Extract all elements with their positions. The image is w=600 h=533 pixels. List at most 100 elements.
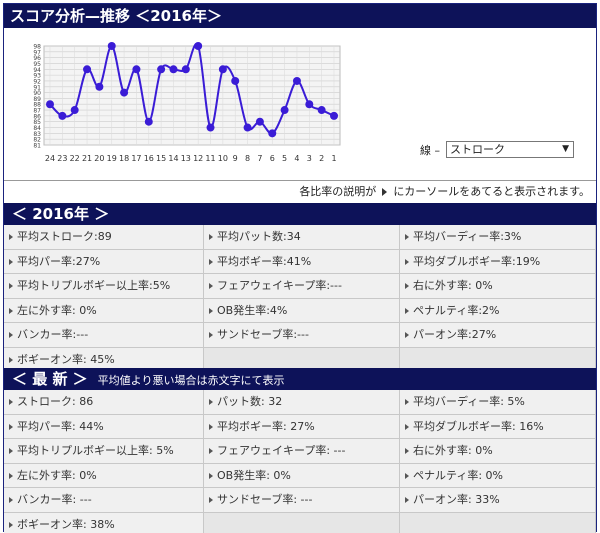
stat-cell: 平均ボギー率: 27% bbox=[204, 414, 400, 439]
data-point bbox=[292, 76, 301, 85]
empty-cell bbox=[204, 512, 400, 533]
info-triangle-icon[interactable] bbox=[9, 234, 13, 240]
stat-cell: ペナルティ率:2% bbox=[400, 298, 596, 323]
info-triangle-icon[interactable] bbox=[9, 283, 13, 289]
y-tick-label: 85 bbox=[33, 119, 41, 126]
stat-label: パーオン率: 33% bbox=[413, 493, 500, 506]
info-triangle-icon[interactable] bbox=[9, 356, 13, 363]
stat-cell: 平均バーディー率:3% bbox=[400, 225, 596, 250]
stat-cell: パーオン率: 33% bbox=[400, 488, 596, 513]
info-triangle-icon[interactable] bbox=[9, 399, 13, 405]
info-triangle-icon[interactable] bbox=[405, 307, 409, 314]
info-triangle-icon[interactable] bbox=[209, 472, 213, 479]
info-triangle-icon[interactable] bbox=[405, 283, 409, 289]
stat-label: 平均パー率: 44% bbox=[17, 419, 104, 433]
section-header-latest: ＜ 最 新 ＞ 平均値より悪い場合は赤文字にて表示 bbox=[4, 368, 596, 390]
stat-label: 左に外す率: 0% bbox=[17, 468, 97, 482]
stat-cell: ペナルティ率: 0% bbox=[400, 463, 596, 488]
info-triangle-icon[interactable] bbox=[209, 448, 213, 454]
info-triangle-icon[interactable] bbox=[209, 399, 213, 405]
section-header-year: ＜ 2016年 ＞ bbox=[4, 203, 596, 225]
stat-cell: サンドセーブ率:--- bbox=[204, 323, 400, 348]
stat-cell: フェアウェイキープ率: --- bbox=[204, 439, 400, 464]
stat-label: ボギーオン率: 38% bbox=[17, 517, 115, 531]
info-triangle-icon[interactable] bbox=[405, 448, 409, 454]
info-triangle-icon[interactable] bbox=[9, 521, 13, 528]
stat-cell: 平均ダブルボギー率:19% bbox=[400, 249, 596, 274]
data-point bbox=[280, 106, 289, 115]
x-tick-label: 16 bbox=[144, 154, 154, 163]
stat-cell: 平均ダブルボギー率: 16% bbox=[400, 414, 596, 439]
x-tick-label: 20 bbox=[94, 154, 104, 163]
info-triangle-icon[interactable] bbox=[9, 472, 13, 479]
stat-label: サンドセーブ率: --- bbox=[217, 493, 313, 506]
data-point bbox=[305, 100, 314, 109]
info-triangle-icon[interactable] bbox=[405, 472, 409, 479]
stat-label: バンカー率:--- bbox=[17, 328, 89, 341]
data-point bbox=[243, 123, 252, 132]
data-point bbox=[83, 65, 92, 74]
line-type-select[interactable]: ストローク ▼ bbox=[446, 141, 574, 158]
data-point bbox=[218, 65, 227, 74]
info-triangle-icon[interactable] bbox=[209, 234, 213, 240]
info-triangle-icon[interactable] bbox=[209, 307, 213, 314]
stat-label: ストローク: 86 bbox=[17, 395, 94, 408]
stat-label: ペナルティ率:2% bbox=[413, 303, 500, 317]
x-tick-label: 15 bbox=[156, 154, 166, 163]
info-triangle-icon[interactable] bbox=[405, 423, 409, 430]
info-triangle-icon[interactable] bbox=[9, 258, 13, 265]
y-tick-label: 86 bbox=[33, 113, 41, 120]
line-select-label: 線 – bbox=[420, 143, 440, 157]
info-triangle-icon[interactable] bbox=[405, 332, 409, 338]
section-year-title: ＜ 2016年 ＞ bbox=[12, 205, 110, 223]
y-tick-label: 97 bbox=[33, 49, 41, 56]
stat-label: 平均ダブルボギー率: 16% bbox=[413, 419, 544, 433]
stat-label: 平均ボギー率:41% bbox=[217, 254, 312, 268]
info-triangle-icon[interactable] bbox=[405, 234, 409, 240]
info-triangle-icon[interactable] bbox=[209, 283, 213, 289]
info-triangle-icon[interactable] bbox=[209, 332, 213, 338]
y-tick-label: 87 bbox=[33, 108, 41, 115]
info-triangle-icon[interactable] bbox=[209, 258, 213, 265]
y-tick-label: 91 bbox=[33, 84, 41, 91]
help-note: 各比率の説明が にカーソールをあてると表示されます。 bbox=[4, 180, 596, 202]
info-triangle-icon[interactable] bbox=[405, 399, 409, 405]
info-triangle-icon[interactable] bbox=[9, 448, 13, 454]
info-triangle-icon[interactable] bbox=[209, 497, 213, 503]
y-tick-label: 92 bbox=[33, 78, 41, 85]
stat-cell: 平均パー率:27% bbox=[4, 249, 204, 274]
stats-grid-latest: ストローク: 86 パット数: 32 平均バーディー率: 5% 平均パー率: 44% 平… bbox=[4, 390, 596, 533]
x-tick-label: 18 bbox=[119, 154, 129, 163]
stat-label: フェアウェイキープ率:--- bbox=[217, 279, 342, 292]
stat-cell: 左に外す率: 0% bbox=[4, 298, 204, 323]
info-triangle-icon[interactable] bbox=[405, 497, 409, 503]
empty-cell bbox=[400, 512, 596, 533]
stat-label: フェアウェイキープ率: --- bbox=[217, 444, 346, 457]
stat-label: 平均トリプルボギー以上率:5% bbox=[17, 279, 171, 292]
data-point bbox=[194, 42, 203, 50]
x-tick-label: 7 bbox=[257, 154, 262, 163]
data-point bbox=[95, 82, 104, 91]
info-triangle-icon[interactable] bbox=[405, 258, 409, 265]
data-point bbox=[58, 111, 67, 120]
x-tick-label: 8 bbox=[245, 154, 250, 163]
info-triangle-icon[interactable] bbox=[9, 497, 13, 503]
note-text-before: 各比率の説明が bbox=[299, 185, 377, 198]
info-triangle-icon[interactable] bbox=[9, 332, 13, 338]
y-tick-label: 83 bbox=[33, 131, 41, 138]
x-tick-label: 23 bbox=[57, 154, 67, 163]
stat-cell: パット数: 32 bbox=[204, 390, 400, 415]
x-tick-label: 21 bbox=[82, 154, 92, 163]
info-triangle-icon[interactable] bbox=[9, 307, 13, 314]
stat-label: バンカー率: --- bbox=[17, 493, 92, 506]
info-triangle-icon[interactable] bbox=[9, 423, 13, 430]
stat-label: ペナルティ率: 0% bbox=[413, 468, 503, 482]
data-point bbox=[132, 65, 141, 74]
info-triangle-icon[interactable] bbox=[209, 423, 213, 430]
x-tick-label: 9 bbox=[233, 154, 238, 163]
x-tick-label: 19 bbox=[107, 154, 117, 163]
stat-cell: 平均ボギー率:41% bbox=[204, 249, 400, 274]
stat-cell: ストローク: 86 bbox=[4, 390, 204, 415]
stat-cell: ボギーオン率: 45% bbox=[4, 347, 204, 372]
